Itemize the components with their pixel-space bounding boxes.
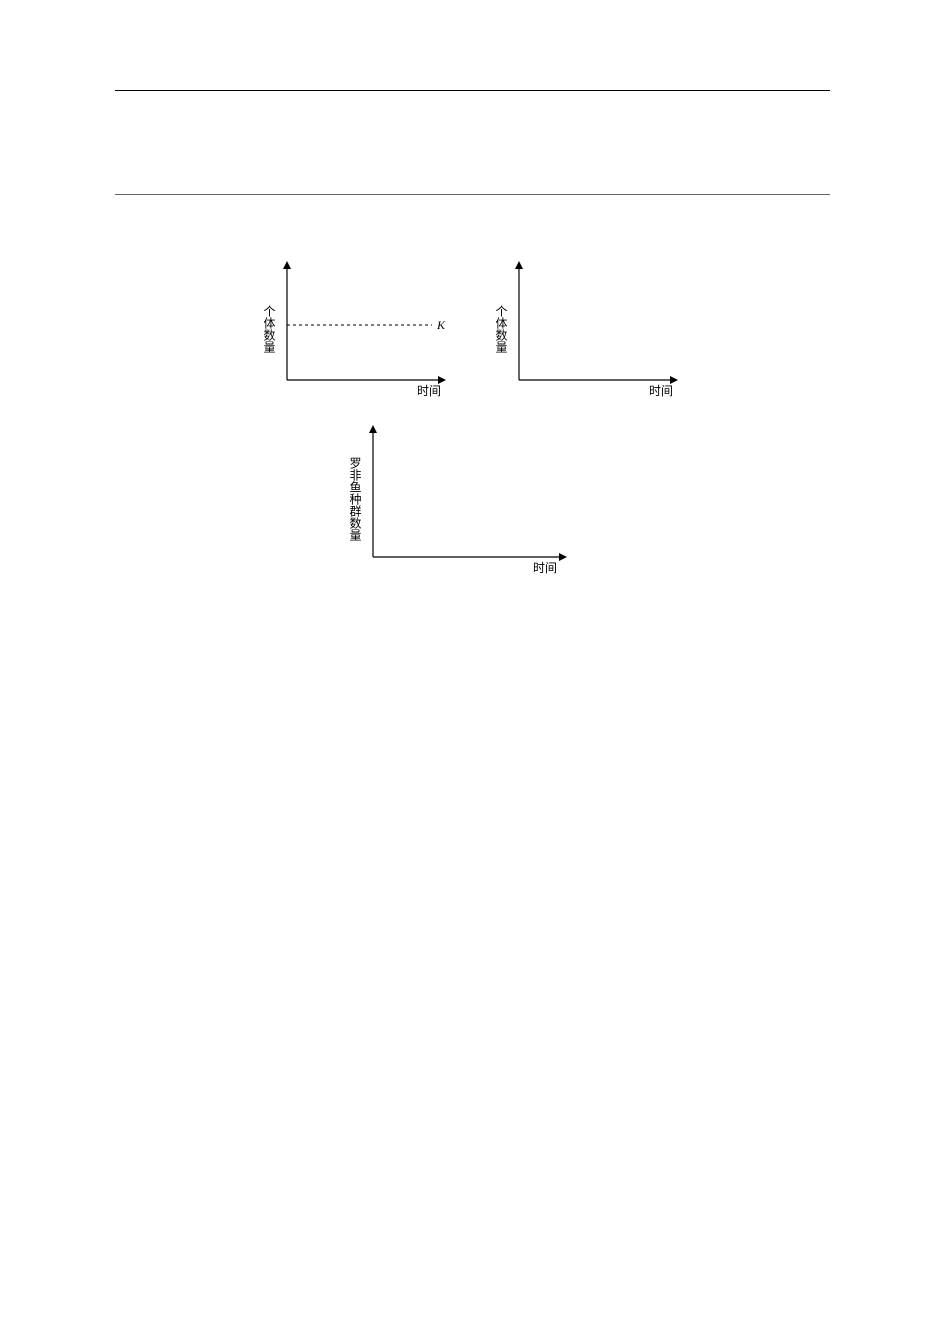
fig3-ylabel: 罗非鱼种群数量 xyxy=(348,456,362,540)
fig2-ylabel: 个体数量 xyxy=(494,304,508,352)
figure-3-wrap: 罗非鱼种群数量 时间 xyxy=(115,417,830,582)
section-title-wrap xyxy=(115,171,830,189)
figure-3: 罗非鱼种群数量 时间 xyxy=(333,417,613,577)
fig3-xlabel: 时间 xyxy=(533,561,557,575)
fig1-K-label: K xyxy=(436,318,446,332)
fig1-ylabel: 个体数量 xyxy=(262,304,276,352)
question-1 xyxy=(115,209,830,243)
part-title-wrap xyxy=(115,119,830,137)
figure-2: 个体数量 时间 xyxy=(489,255,689,415)
top-rule xyxy=(115,90,830,91)
figures-row-1: 个体数量 时间 K 个体数量 时间 xyxy=(115,255,830,415)
figure-1: 个体数量 时间 K xyxy=(257,255,457,415)
fig2-xlabel: 时间 xyxy=(649,384,673,398)
fig1-xlabel: 时间 xyxy=(417,384,441,398)
